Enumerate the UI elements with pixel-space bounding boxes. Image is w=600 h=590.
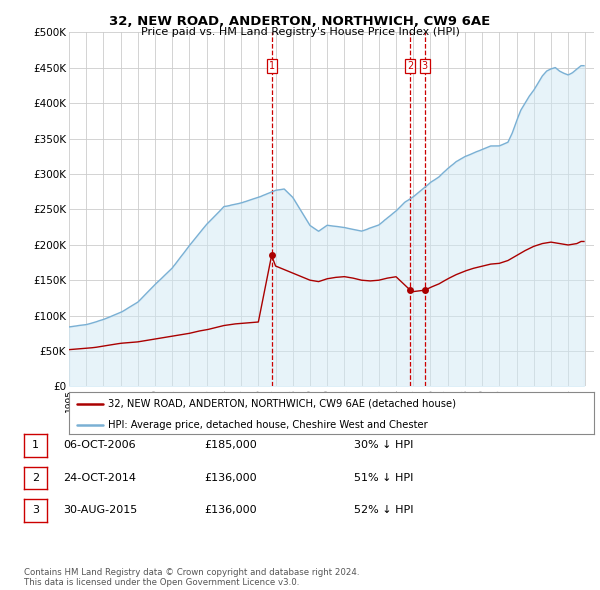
Text: 30-AUG-2015: 30-AUG-2015 [63,506,137,515]
Text: 24-OCT-2014: 24-OCT-2014 [63,473,136,483]
Text: 1: 1 [32,441,39,450]
Text: 3: 3 [32,506,39,515]
Text: Contains HM Land Registry data © Crown copyright and database right 2024.
This d: Contains HM Land Registry data © Crown c… [24,568,359,587]
Text: 30% ↓ HPI: 30% ↓ HPI [354,441,413,450]
Text: 06-OCT-2006: 06-OCT-2006 [63,441,136,450]
Text: 1: 1 [269,61,275,71]
Text: 2: 2 [407,61,413,71]
Text: £185,000: £185,000 [204,441,257,450]
Text: 51% ↓ HPI: 51% ↓ HPI [354,473,413,483]
Text: 32, NEW ROAD, ANDERTON, NORTHWICH, CW9 6AE (detached house): 32, NEW ROAD, ANDERTON, NORTHWICH, CW9 6… [109,398,457,408]
Text: 52% ↓ HPI: 52% ↓ HPI [354,506,413,515]
Text: 32, NEW ROAD, ANDERTON, NORTHWICH, CW9 6AE: 32, NEW ROAD, ANDERTON, NORTHWICH, CW9 6… [109,15,491,28]
Text: £136,000: £136,000 [204,506,257,515]
Text: 3: 3 [422,61,428,71]
Text: Price paid vs. HM Land Registry's House Price Index (HPI): Price paid vs. HM Land Registry's House … [140,27,460,37]
Text: HPI: Average price, detached house, Cheshire West and Chester: HPI: Average price, detached house, Ches… [109,419,428,430]
Text: 2: 2 [32,473,39,483]
Text: £136,000: £136,000 [204,473,257,483]
